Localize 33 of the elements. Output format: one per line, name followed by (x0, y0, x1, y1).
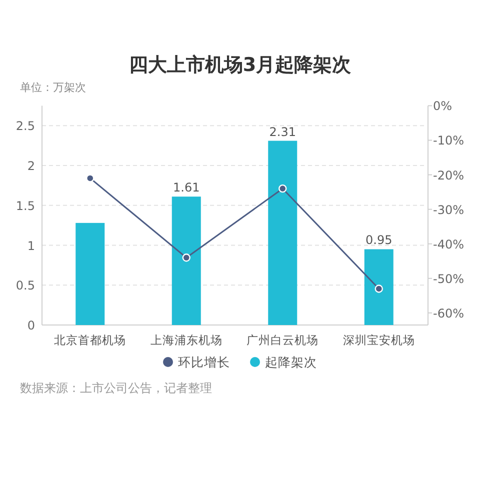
x-tick-label: 广州白云机场 (246, 333, 319, 347)
bar (364, 249, 394, 325)
y-tick-label: 1 (27, 238, 35, 253)
y-tick-label: 0 (27, 318, 35, 332)
data-label: 0.95 (366, 233, 392, 248)
point (278, 184, 287, 193)
data-label: 1.61 (173, 180, 200, 195)
y2-tick-label: -30% (433, 202, 464, 217)
chart-title: 四大上市机场3月起降架次 (128, 54, 352, 76)
legend-label: 起降架次 (265, 354, 317, 370)
y2-tick-label: -20% (433, 168, 464, 182)
y2-tick-label: -50% (433, 272, 464, 286)
legend-label: 环比增长 (178, 354, 230, 370)
y2-tick-label: -60% (433, 306, 464, 320)
y-tick-label: 1.5 (16, 198, 35, 213)
x-tick-label: 北京首都机场 (54, 333, 126, 347)
bar (76, 222, 105, 325)
y2-tick-label: -40% (433, 237, 464, 252)
point (374, 284, 383, 293)
point (182, 254, 190, 262)
point (86, 174, 94, 182)
y2-tick-label: 0% (433, 99, 452, 114)
data-label: 2.31 (269, 124, 296, 139)
x-tick-label: 深圳宝安机场 (342, 333, 415, 347)
y-tick-label: 0.5 (16, 278, 35, 293)
bar (172, 196, 201, 325)
y-tick-label: 2 (27, 159, 35, 174)
x-tick-label: 上海浦东机场 (150, 333, 222, 347)
y2-tick-label: -10% (433, 134, 464, 148)
y-axis-title: 单位：万架次 (20, 81, 86, 94)
source-note: 数据来源：上市公司公告，记者整理 (20, 381, 212, 395)
bar (268, 140, 298, 325)
y-tick-label: 2.5 (16, 119, 35, 134)
